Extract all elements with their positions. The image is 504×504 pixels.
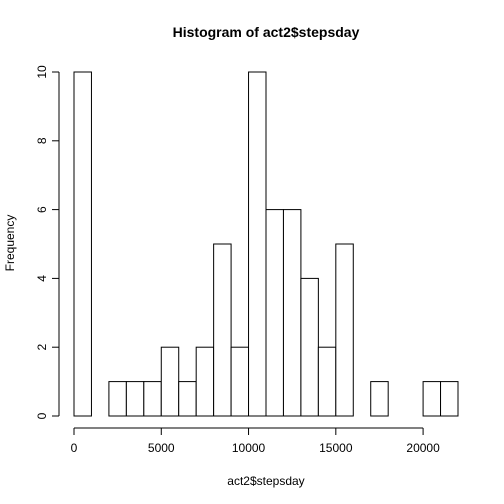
y-tick-label-10: 10 — [35, 65, 49, 79]
chart-title: Histogram of act2$stepsday — [173, 24, 360, 40]
x-tick-label-15000: 15000 — [319, 441, 353, 455]
y-tick-label-4: 4 — [35, 275, 49, 282]
histogram-bar-8 — [213, 243, 232, 417]
histogram-bar-5 — [160, 346, 180, 417]
histogram-bar-10 — [248, 71, 267, 417]
histogram-bar-3 — [125, 381, 145, 417]
histogram-bar-4 — [143, 381, 162, 417]
histogram-bar-12 — [282, 209, 302, 417]
histogram-bar-13 — [300, 277, 319, 417]
x-axis: 0 5000 10000 15000 20000 — [71, 427, 440, 455]
y-axis: 0 2 4 6 8 10 — [35, 65, 60, 419]
y-tick-label-2: 2 — [35, 344, 49, 351]
histogram-bar-2 — [108, 381, 127, 417]
bars-layer — [73, 71, 459, 417]
histogram-bar-14 — [317, 346, 337, 417]
histogram-bar-17 — [370, 381, 389, 417]
histogram-bar-21 — [440, 381, 459, 417]
y-tick-label-6: 6 — [35, 206, 49, 213]
y-axis-label: Frequency — [3, 215, 17, 272]
x-tick-label-20000: 20000 — [406, 441, 440, 455]
histogram-bar-0 — [73, 71, 92, 417]
histogram-bar-7 — [195, 346, 215, 417]
y-tick-label-8: 8 — [35, 137, 49, 144]
histogram-bar-6 — [178, 381, 197, 417]
histogram-bar-9 — [230, 346, 250, 417]
histogram-bar-20 — [422, 381, 442, 417]
x-tick-label-10000: 10000 — [232, 441, 266, 455]
histogram-bar-11 — [265, 209, 284, 417]
x-axis-label: act2$stepsday — [227, 474, 304, 488]
histogram-bar-15 — [335, 243, 354, 417]
x-tick-label-5000: 5000 — [148, 441, 175, 455]
y-tick-label-0: 0 — [35, 412, 49, 419]
x-tick-label-0: 0 — [71, 441, 78, 455]
